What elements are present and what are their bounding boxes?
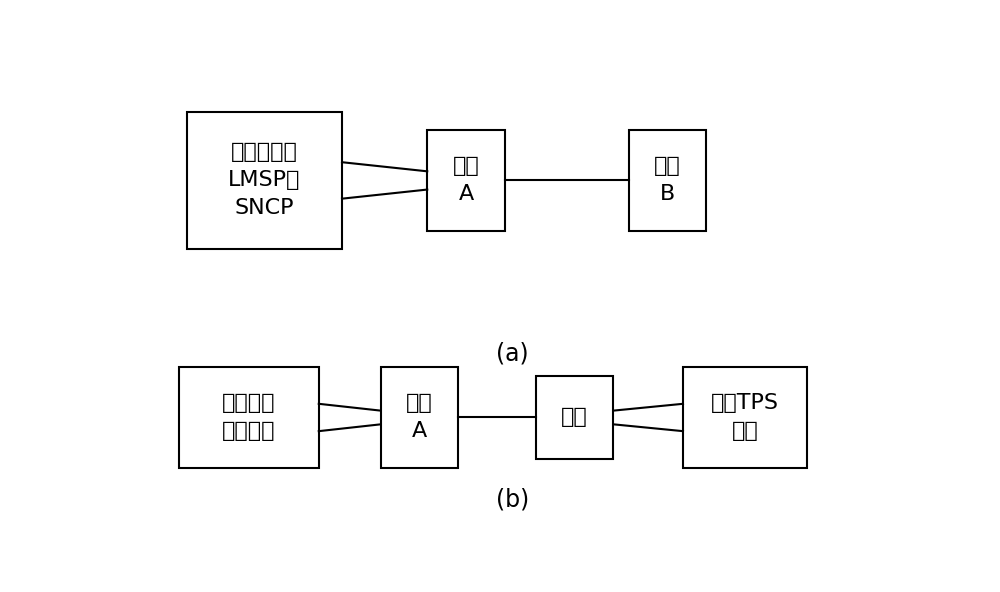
Bar (381, 367, 458, 468)
Text: 考虑TPS
保护: 考虑TPS 保护 (711, 394, 779, 442)
Text: (a): (a) (496, 342, 529, 366)
Text: 线路
A: 线路 A (406, 394, 433, 442)
Text: 考虑板间
告警抑制: 考虑板间 告警抑制 (222, 394, 276, 442)
Bar (187, 112, 342, 249)
Text: 支路: 支路 (561, 407, 588, 427)
Text: 线路
B: 线路 B (654, 156, 681, 204)
Bar (629, 130, 706, 230)
Bar (536, 377, 613, 458)
Text: 关联保护：
LMSP、
SNCP: 关联保护： LMSP、 SNCP (228, 143, 301, 218)
Text: (b): (b) (496, 488, 529, 511)
Text: 线路
A: 线路 A (453, 156, 479, 204)
Bar (427, 130, 505, 230)
Bar (683, 367, 807, 468)
Bar (179, 367, 319, 468)
